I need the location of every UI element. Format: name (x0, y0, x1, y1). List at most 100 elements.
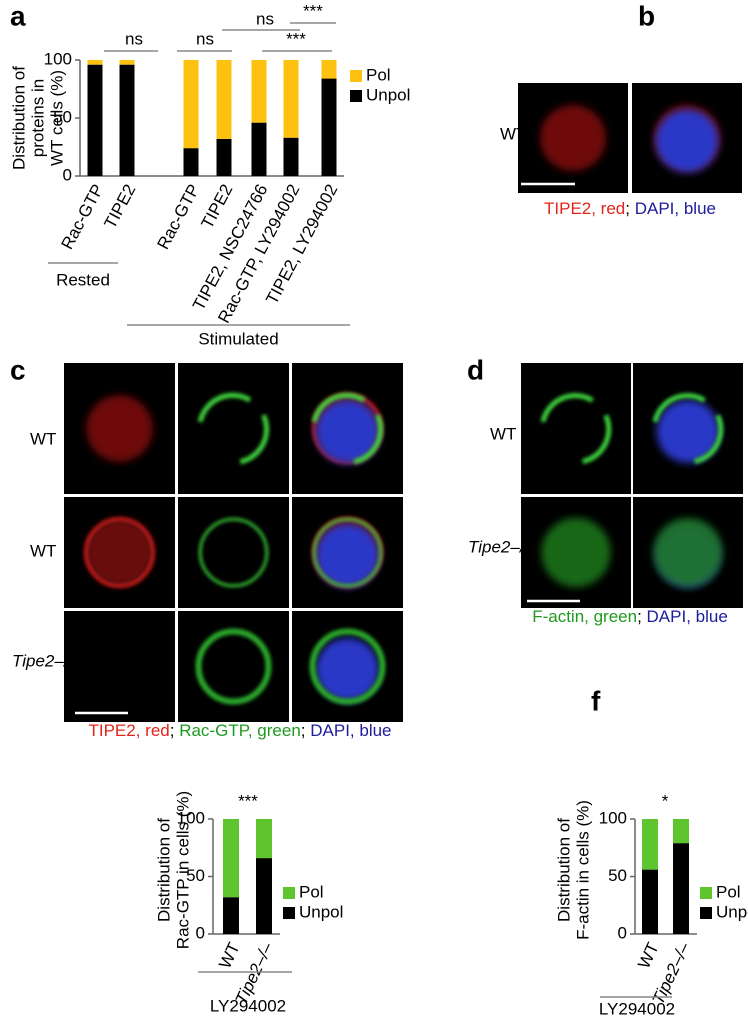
bar-segment (216, 138, 232, 176)
panel-letter: b (638, 0, 655, 31)
bar-segment (119, 60, 135, 65)
x-axis-label: LY294002 (599, 999, 675, 1018)
stain-green (653, 517, 723, 588)
legend-swatch (700, 887, 712, 899)
stain-red (86, 395, 153, 462)
caption-part: ; (170, 721, 179, 740)
legend-label: Unpol (716, 902, 748, 921)
panel-letter: d (467, 354, 484, 385)
bar-segment (642, 869, 658, 934)
y-tick-label: 50 (53, 107, 72, 126)
y-axis-label: Distribution of (154, 818, 173, 922)
row-label: WT (500, 124, 526, 143)
bar-segment (673, 843, 689, 934)
significance: ns (256, 9, 274, 28)
caption-part: F-actin, green (532, 607, 637, 626)
bar-segment (87, 64, 103, 176)
significance: *** (286, 29, 306, 48)
y-tick-label: 100 (599, 808, 627, 827)
bar-segment (183, 148, 199, 176)
legend-label: Pol (366, 65, 391, 84)
caption-part: DAPI, blue (310, 721, 391, 740)
bar-segment (251, 122, 267, 176)
x-tick-label: Rac-GTP (57, 181, 107, 252)
stain-green (198, 517, 269, 588)
stain-green (311, 392, 384, 465)
caption-part: ; (301, 721, 310, 740)
y-axis-label: proteins in (28, 79, 47, 157)
stain-blue (315, 637, 380, 702)
stain-green (541, 517, 611, 588)
stain-green (312, 517, 383, 588)
stain-green (197, 392, 270, 465)
bar-segment (216, 60, 232, 139)
legend-swatch (350, 90, 362, 102)
bar-segment (256, 819, 272, 859)
legend-label: Pol (299, 882, 324, 901)
stain-red (84, 517, 155, 588)
bar-segment (283, 137, 299, 176)
x-axis-label: LY294002 (210, 996, 286, 1015)
significance: ns (196, 29, 214, 48)
legend-label: Unpol (299, 902, 343, 921)
y-tick-label: 100 (177, 808, 205, 827)
y-axis-label: Rac-GTP in cells (%) (173, 791, 192, 949)
y-axis-label: WT cells (%) (47, 70, 66, 166)
micrograph (521, 363, 631, 494)
legend-swatch (350, 70, 362, 82)
row-label: WT (490, 424, 516, 443)
legend-swatch (283, 907, 295, 919)
panel-letter: c (10, 354, 26, 385)
bar-segment (87, 60, 103, 65)
x-tick-label: WT (215, 940, 243, 972)
caption: F-actin, green; DAPI, blue (532, 607, 728, 626)
caption-part: Rac-GTP, green (179, 721, 301, 740)
significance: * (662, 791, 669, 810)
x-tick-label: WT (634, 940, 662, 972)
bar-segment (256, 858, 272, 934)
y-axis-label: Distribution of (9, 66, 28, 170)
bar-segment (321, 78, 337, 176)
y-tick-label: 0 (618, 923, 627, 942)
bar-segment (251, 60, 267, 123)
bar-segment (223, 819, 239, 898)
caption: TIPE2, red; DAPI, blue (544, 199, 716, 218)
caption-part: TIPE2, red (544, 199, 625, 218)
bar-segment (283, 60, 299, 138)
row-label: Tipe2–/– (468, 537, 535, 556)
caption: TIPE2, red; Rac-GTP, green; DAPI, blue (88, 721, 391, 740)
caption-part: DAPI, blue (635, 199, 716, 218)
caption-part: DAPI, blue (647, 607, 728, 626)
stain-blue (315, 399, 380, 464)
legend-label: Unpol (366, 85, 410, 104)
stain-blue (315, 523, 380, 588)
bar-segment (642, 819, 658, 870)
stain-red (540, 105, 606, 171)
y-tick-label: 50 (608, 866, 627, 885)
panel-letter: f (591, 685, 601, 716)
stain-blue (656, 400, 720, 463)
stain-green (652, 393, 724, 464)
stain-blue (655, 109, 719, 173)
significance: *** (238, 791, 258, 810)
y-tick-label: 0 (63, 165, 72, 184)
bar-segment (321, 60, 337, 79)
micrograph (178, 497, 289, 608)
row-label: WT (30, 429, 56, 448)
micrograph (64, 611, 175, 722)
significance: *** (303, 1, 323, 20)
y-tick-label: 100 (44, 49, 72, 68)
y-tick-label: 0 (196, 923, 205, 942)
micrograph (178, 363, 289, 494)
stain-red (86, 519, 153, 586)
bar-segment (119, 64, 135, 176)
caption-part: ; (625, 199, 634, 218)
group-label: Stimulated (198, 329, 278, 348)
legend-swatch (283, 887, 295, 899)
group-label: Rested (56, 270, 110, 289)
caption-part: TIPE2, red (88, 721, 169, 740)
y-tick-label: 50 (186, 866, 205, 885)
y-axis-label: F-actin in cells (%) (573, 800, 592, 940)
legend-label: Pol (716, 882, 741, 901)
